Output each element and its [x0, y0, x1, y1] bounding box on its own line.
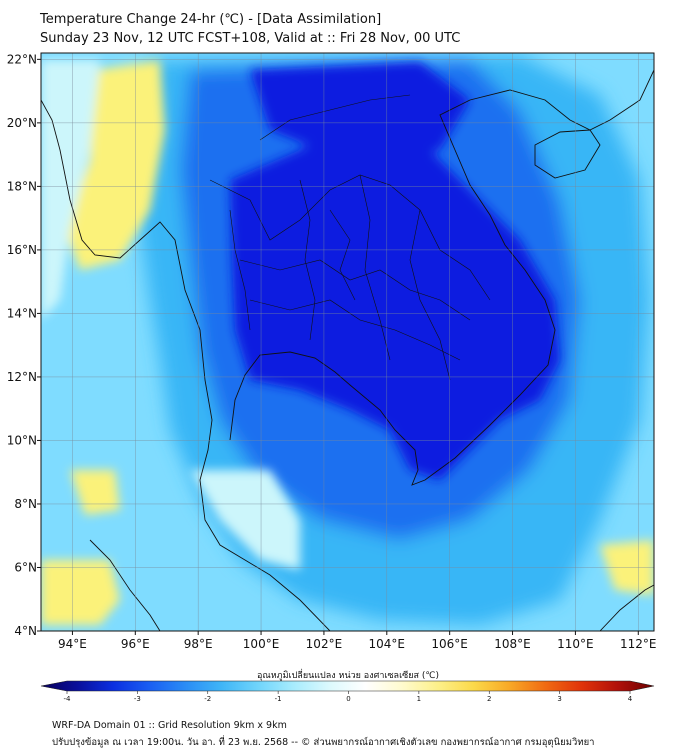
field-yellow-andaman [70, 470, 120, 515]
lon-tick-label: 108°E [494, 637, 531, 651]
coast-myanmar-india [41, 99, 331, 631]
lon-tick-label: 102°E [306, 637, 343, 651]
lat-tick-label: 8°N [14, 497, 37, 511]
lon-tick-label: 112°E [620, 637, 657, 651]
field-pale-west [41, 60, 100, 320]
colorbar-tick-label: -2 [204, 695, 211, 703]
field-yellow-myanmar [65, 60, 165, 270]
colorbar-tick-label: -3 [134, 695, 141, 703]
lat-tick-label: 4°N [14, 624, 37, 638]
colorbar-tick-label: 1 [417, 695, 421, 703]
lat-tick-label: 18°N [7, 179, 37, 193]
lon-tick-label: 96°E [121, 637, 150, 651]
lat-axis: 4°N 6°N 8°N 10°N 12°N 14°N 16°N 18°N 20°N 22°N [7, 52, 41, 638]
lat-tick-label: 10°N [7, 433, 37, 447]
colorbar-ticks: -4 -3 -2 -1 0 1 2 3 4 [64, 691, 633, 703]
lon-tick-label: 94°E [58, 637, 87, 651]
colorbar-tick-label: 0 [346, 695, 350, 703]
map-subtitle: Sunday 23 Nov, 12 UTC FCST+108, Valid at… [40, 31, 461, 46]
lon-tick-label: 104°E [369, 637, 406, 651]
colorbar-tick-label: 3 [557, 695, 561, 703]
lat-tick-label: 12°N [7, 370, 37, 384]
lon-tick-label: 110°E [557, 637, 594, 651]
lat-tick-label: 14°N [7, 306, 37, 320]
lat-tick-label: 6°N [14, 560, 37, 574]
admin-borders [209, 94, 491, 381]
colorbar-tick-label: 2 [487, 695, 491, 703]
colorbar [40, 680, 655, 692]
lon-axis: 94°E 96°E 98°E 100°E 102°E 104°E 106°E 108°E 110… [58, 631, 657, 651]
colorbar-label: อุณหภูมิเปลี่ยนแปลง หน่วย องศาเซลเซียส (… [257, 668, 439, 681]
temperature-field [41, 53, 654, 631]
colorbar-tick-label: -4 [64, 695, 72, 703]
field-yellow-southwest [41, 560, 120, 625]
lon-tick-label: 100°E [243, 637, 280, 651]
plot-frame [40, 52, 655, 632]
field-deep-blue-region [230, 120, 560, 480]
lon-tick-label: 98°E [184, 637, 213, 651]
footer-credit: ปรับปรุงข้อมูล ณ เวลา 19:00น. วัน อา. ที… [52, 737, 595, 748]
footer-domain-info: WRF-DA Domain 01 :: Grid Resolution 9km … [52, 720, 287, 731]
lon-tick-label: 106°E [431, 637, 468, 651]
colorbar-tick-label: -1 [275, 695, 282, 703]
map-title: Temperature Change 24-hr (℃) - [Data Ass… [40, 12, 382, 27]
lat-tick-label: 22°N [7, 52, 37, 66]
coastlines [41, 69, 654, 631]
coast-hainan [534, 129, 601, 179]
lat-tick-label: 20°N [7, 116, 37, 130]
colorbar-tick-label: 4 [628, 695, 633, 703]
gridlines [41, 53, 654, 631]
lat-tick-label: 16°N [7, 243, 37, 257]
coast-sumatra [89, 539, 161, 631]
coast-thai-gulf [229, 69, 654, 486]
coast-borneo [599, 584, 654, 631]
field-pale-malay [190, 470, 300, 570]
field-deep-blue-north [250, 62, 470, 160]
